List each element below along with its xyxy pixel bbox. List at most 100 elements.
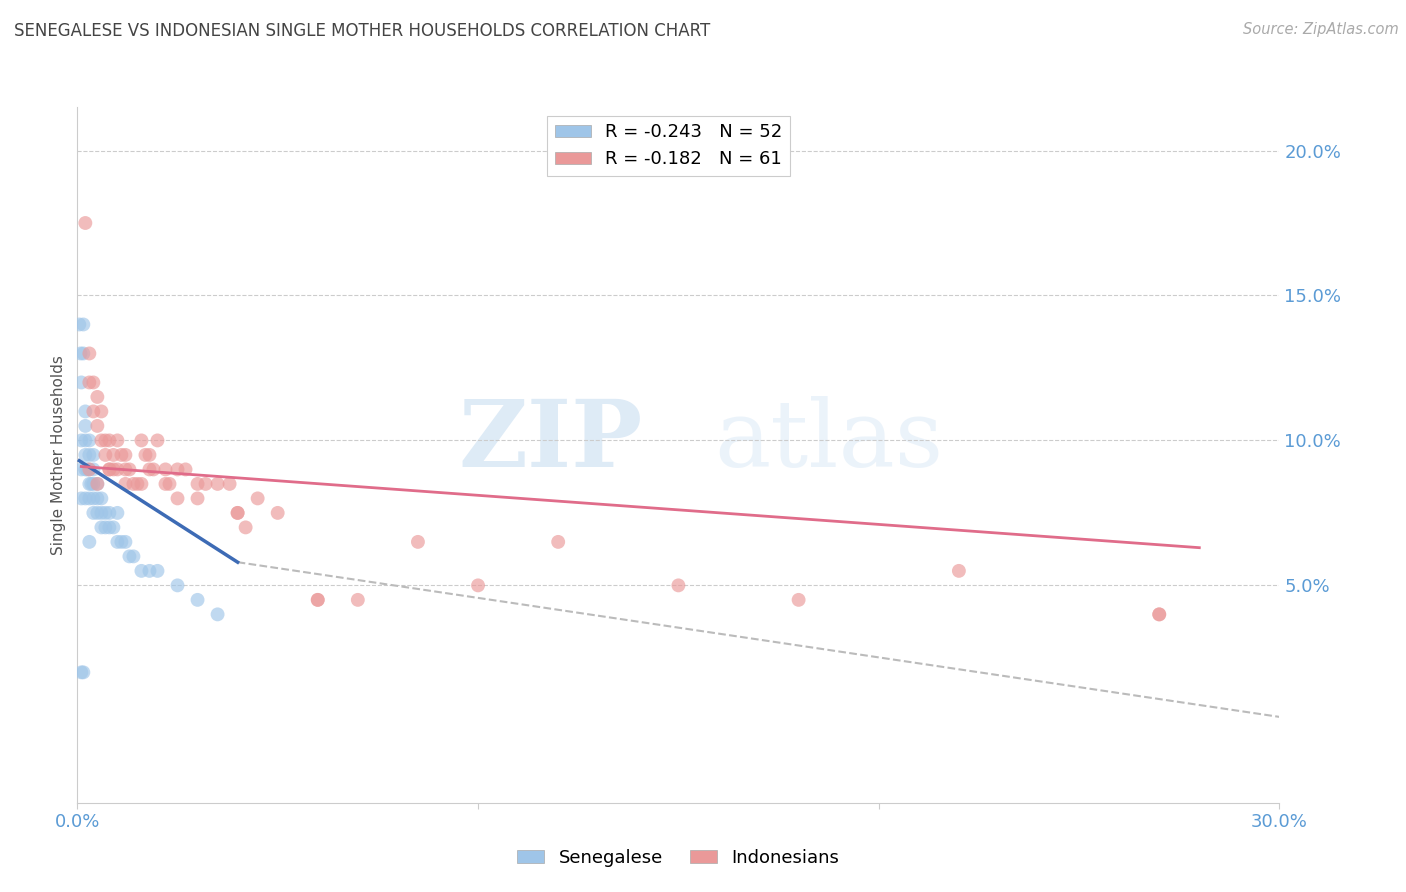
- Point: [467, 578, 489, 592]
- Point: [122, 549, 145, 564]
- Point: [118, 549, 141, 564]
- Point: [307, 592, 329, 607]
- Point: [79, 376, 101, 390]
- Text: ZIP: ZIP: [458, 396, 643, 486]
- Point: [72, 318, 94, 332]
- Point: [107, 506, 129, 520]
- Point: [98, 462, 121, 476]
- Point: [118, 462, 141, 476]
- Point: [75, 491, 97, 506]
- Point: [307, 592, 329, 607]
- Point: [131, 434, 153, 448]
- Point: [75, 216, 97, 230]
- Point: [86, 476, 108, 491]
- Point: [146, 564, 169, 578]
- Point: [187, 592, 209, 607]
- Point: [86, 491, 108, 506]
- Point: [79, 534, 101, 549]
- Text: SENEGALESE VS INDONESIAN SINGLE MOTHER HOUSEHOLDS CORRELATION CHART: SENEGALESE VS INDONESIAN SINGLE MOTHER H…: [14, 22, 710, 40]
- Point: [166, 462, 188, 476]
- Point: [187, 476, 209, 491]
- Point: [187, 491, 209, 506]
- Point: [166, 491, 188, 506]
- Point: [94, 434, 117, 448]
- Point: [668, 578, 690, 592]
- Point: [76, 462, 98, 476]
- Point: [79, 462, 101, 476]
- Point: [79, 346, 101, 360]
- Point: [70, 491, 93, 506]
- Text: Source: ZipAtlas.com: Source: ZipAtlas.com: [1243, 22, 1399, 37]
- Point: [131, 564, 153, 578]
- Point: [114, 534, 136, 549]
- Point: [207, 476, 229, 491]
- Point: [146, 434, 169, 448]
- Point: [166, 578, 188, 592]
- Point: [347, 592, 370, 607]
- Point: [948, 564, 970, 578]
- Point: [94, 448, 117, 462]
- Point: [138, 448, 160, 462]
- Point: [98, 506, 121, 520]
- Point: [79, 434, 101, 448]
- Point: [75, 434, 97, 448]
- Point: [138, 564, 160, 578]
- Point: [70, 462, 93, 476]
- Point: [127, 476, 149, 491]
- Point: [174, 462, 197, 476]
- Point: [98, 434, 121, 448]
- Text: atlas: atlas: [714, 396, 943, 486]
- Point: [86, 419, 108, 434]
- Point: [226, 506, 249, 520]
- Point: [142, 462, 165, 476]
- Point: [90, 491, 112, 506]
- Point: [94, 520, 117, 534]
- Point: [82, 376, 104, 390]
- Point: [194, 476, 217, 491]
- Point: [787, 592, 810, 607]
- Point: [82, 462, 104, 476]
- Point: [79, 491, 101, 506]
- Point: [134, 448, 156, 462]
- Point: [155, 476, 177, 491]
- Point: [246, 491, 269, 506]
- Point: [72, 665, 94, 680]
- Point: [82, 448, 104, 462]
- Point: [114, 476, 136, 491]
- Point: [103, 520, 125, 534]
- Point: [82, 506, 104, 520]
- Point: [114, 462, 136, 476]
- Point: [79, 462, 101, 476]
- Point: [107, 534, 129, 549]
- Point: [207, 607, 229, 622]
- Legend: Senegalese, Indonesians: Senegalese, Indonesians: [510, 841, 846, 874]
- Y-axis label: Single Mother Households: Single Mother Households: [51, 355, 66, 555]
- Point: [110, 534, 132, 549]
- Point: [267, 506, 290, 520]
- Point: [155, 462, 177, 476]
- Point: [75, 448, 97, 462]
- Point: [70, 665, 93, 680]
- Point: [98, 462, 121, 476]
- Point: [82, 404, 104, 418]
- Point: [218, 476, 240, 491]
- Point: [406, 534, 429, 549]
- Point: [1149, 607, 1171, 622]
- Point: [70, 434, 93, 448]
- Point: [103, 448, 125, 462]
- Point: [98, 520, 121, 534]
- Point: [80, 476, 103, 491]
- Point: [122, 476, 145, 491]
- Point: [547, 534, 569, 549]
- Point: [86, 476, 108, 491]
- Point: [226, 506, 249, 520]
- Point: [86, 506, 108, 520]
- Point: [72, 346, 94, 360]
- Point: [138, 462, 160, 476]
- Point: [90, 506, 112, 520]
- Point: [103, 462, 125, 476]
- Point: [70, 376, 93, 390]
- Point: [67, 318, 90, 332]
- Point: [90, 434, 112, 448]
- Point: [1149, 607, 1171, 622]
